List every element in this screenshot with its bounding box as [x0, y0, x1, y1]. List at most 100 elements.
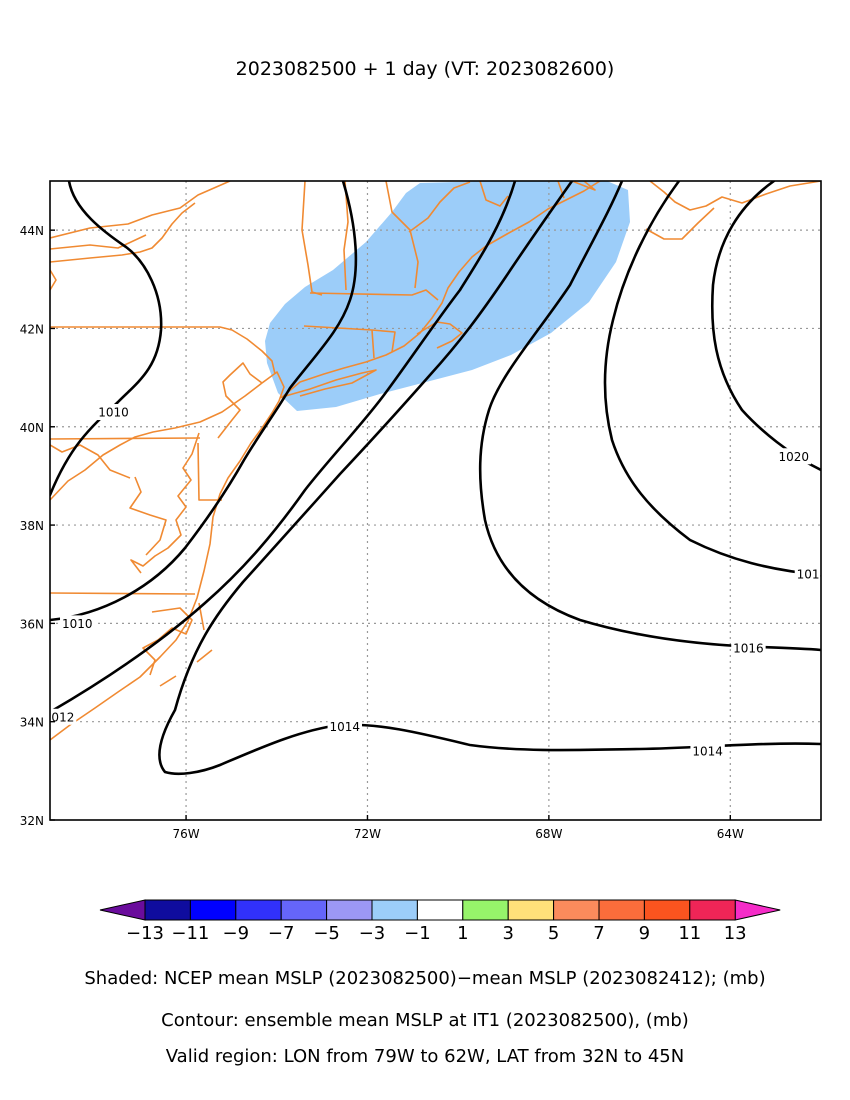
colorbar-swatch — [553, 899, 600, 921]
contour-1018 — [603, 181, 821, 577]
pressure-contours — [50, 181, 821, 776]
contour-label: 1010 — [62, 617, 93, 631]
colorbar-swatch — [235, 899, 282, 921]
border-ny-pa — [50, 326, 276, 375]
contour-label: 1018 — [797, 568, 828, 582]
contour-label-bg — [50, 708, 77, 725]
contour-label-bg — [776, 448, 811, 465]
lat-tick-label: 32N — [20, 814, 44, 828]
caption-region: Valid region: LON from 79W to 62W, LAT f… — [165, 1046, 685, 1067]
coastlines-and-borders — [50, 181, 821, 741]
contour-1016 — [478, 181, 821, 652]
colorbar-swatch — [598, 899, 645, 921]
contour-label-bg — [60, 615, 95, 632]
contour-label-bg — [731, 639, 766, 656]
coastline-main — [50, 371, 285, 741]
border-nh-me — [385, 181, 419, 289]
contour-label: 1010 — [98, 406, 129, 420]
colorbar-swatch — [462, 899, 509, 921]
colorbar-low-triangle — [99, 899, 146, 921]
border-va-nc — [50, 592, 196, 595]
colorbar-label: −5 — [313, 923, 340, 944]
colorbar-label: 3 — [502, 923, 513, 944]
figure-title: 2023082500 + 1 day (VT: 2023082600) — [235, 58, 615, 80]
lat-tick-label: 36N — [20, 617, 44, 631]
contour-1010-south — [50, 181, 358, 622]
colorbar-swatch — [371, 899, 418, 921]
coastline-longisland — [281, 369, 377, 398]
lat-tick-label: 34N — [20, 716, 44, 730]
contour-label-bg — [96, 404, 131, 421]
anomaly-shaded-region — [265, 181, 630, 411]
contour-1012 — [50, 181, 517, 714]
contour-label-bg — [327, 718, 362, 735]
border-md-de — [197, 442, 222, 501]
colorbar-label: −11 — [171, 923, 209, 944]
colorbar-label: −3 — [359, 923, 386, 944]
border-ma — [309, 289, 439, 301]
coastline-northeast — [280, 181, 601, 399]
contour-1020 — [710, 181, 821, 472]
colorbar-label: 9 — [639, 923, 650, 944]
colorbar-label: 1 — [457, 923, 468, 944]
contour-label: 1020 — [779, 450, 810, 464]
colorbar-label: 13 — [724, 923, 747, 944]
border-nj — [217, 362, 263, 439]
contour-1014-east-ridge — [158, 181, 821, 776]
border-ct-ri — [303, 325, 396, 359]
colorbar-swatch — [416, 899, 464, 921]
colorbar-swatch — [507, 899, 555, 921]
axes: 32N 34N 36N 38N 40N 42N 44N 76W 72W 68W 64W — [20, 224, 744, 841]
colorbar: −13 −11 −9 −7 −5 −3 −1 1 3 5 7 9 11 13 — [99, 899, 781, 944]
plot-frame — [49, 180, 822, 821]
border-canada-west — [50, 181, 231, 239]
lon-tick-label: 64W — [717, 827, 744, 841]
contour-label: 1014 — [692, 745, 723, 759]
contour-label: 1016 — [733, 641, 764, 655]
grid-lines — [50, 181, 821, 820]
caption-contour: Contour: ensemble mean MSLP at IT1 (2023… — [161, 1010, 689, 1031]
colorbar-label: 11 — [678, 923, 701, 944]
border-canada-lakes — [50, 202, 196, 263]
colorbar-swatch — [689, 899, 736, 921]
border-ontario-lake — [50, 234, 147, 250]
colorbar-swatch — [144, 899, 191, 921]
colorbar-label: −9 — [223, 923, 250, 944]
contour-label: 1012 — [44, 710, 75, 724]
contour-label: 1014 — [330, 720, 361, 734]
coastline-delmarva — [129, 476, 167, 556]
contour-1010-north — [50, 181, 163, 497]
border-wv — [50, 444, 131, 479]
border-quebec — [408, 181, 471, 233]
lat-tick-label: 42N — [20, 322, 44, 336]
lat-tick-label: 40N — [20, 421, 44, 435]
colorbar-swatch — [189, 899, 237, 921]
contour-label-bg — [690, 743, 725, 760]
colorbar-high-triangle — [734, 899, 781, 921]
lat-tick-label: 44N — [20, 224, 44, 238]
colorbar-label: −7 — [268, 923, 295, 944]
colorbar-label: 7 — [593, 923, 604, 944]
lon-tick-label: 68W — [535, 827, 562, 841]
contour-label-bg — [794, 566, 821, 583]
border-vt-nh — [343, 181, 349, 291]
colorbar-label: 5 — [548, 923, 559, 944]
lon-tick-label: 72W — [354, 827, 381, 841]
colorbar-label: −13 — [126, 923, 164, 944]
colorbar-swatch — [643, 899, 691, 921]
border-ny-vt — [301, 181, 323, 296]
lat-tick-label: 38N — [20, 519, 44, 533]
lon-tick-label: 76W — [172, 827, 199, 841]
coastline-pamlico — [142, 607, 193, 676]
colorbar-label: −1 — [404, 923, 431, 944]
border-nb — [479, 181, 509, 207]
contour-labels: 1010 1010 1012 1014 1014 1016 1018 1020 — [44, 404, 828, 760]
caption-shaded: Shaded: NCEP mean MSLP (2023082500)−mean… — [84, 968, 766, 989]
coastline-novascotia — [645, 207, 715, 240]
colorbar-swatch — [326, 899, 373, 921]
border-pa-md — [50, 437, 201, 440]
colorbar-swatch — [280, 899, 328, 921]
coastline-maine — [649, 181, 821, 211]
border-west-shore — [50, 269, 57, 291]
